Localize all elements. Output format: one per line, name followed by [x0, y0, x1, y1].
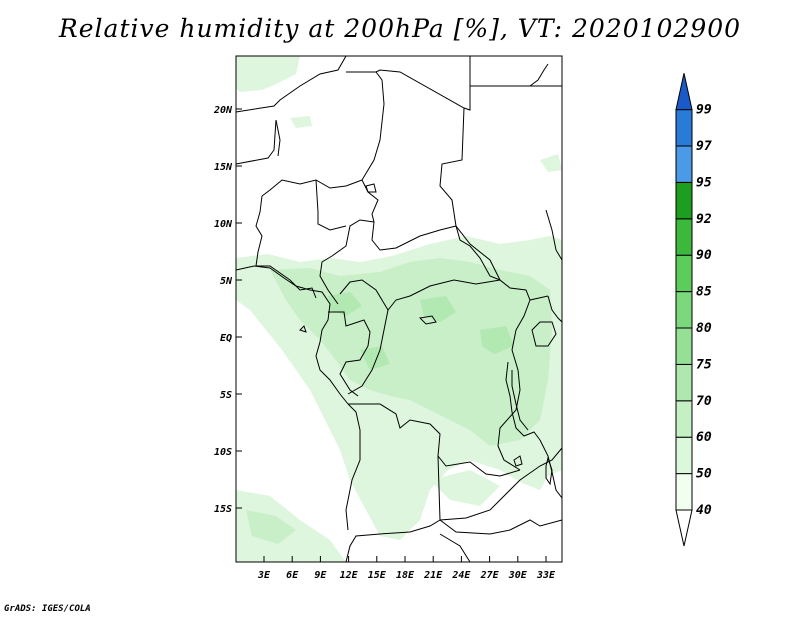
lon-label: 21E	[423, 570, 443, 581]
colorbar-label: 75	[696, 357, 712, 372]
colorbar-label: 99	[696, 103, 712, 118]
lat-label: 15N	[214, 162, 233, 173]
lon-label: 9E	[314, 570, 327, 581]
humidity-area-inner-patch-2	[420, 296, 456, 322]
colorbar-label: 97	[696, 139, 712, 154]
colorbar-segment	[675, 109, 693, 147]
colorbar-segment	[675, 254, 693, 293]
colorbar-segment	[675, 363, 693, 402]
lon-label: 18E	[396, 570, 415, 581]
map-title: Relative humidity at 200hPa [%], VT: 202…	[58, 14, 742, 43]
boundary-niger-nigeria	[235, 119, 277, 165]
boundary-car	[371, 221, 501, 281]
colorbar-label: 60	[696, 430, 712, 445]
boundary-zambia-south	[439, 519, 563, 535]
humidity-area-east-small	[540, 154, 562, 172]
colorbar-label: 40	[696, 503, 712, 518]
colorbar-label: 50	[696, 467, 712, 482]
humidity-shading	[236, 56, 562, 562]
boundary-rift-lake-1	[505, 361, 541, 441]
boundary-lake-chad	[365, 183, 377, 193]
boundary-small-lake-3	[299, 325, 307, 333]
colorbar-bottom-arrow	[675, 509, 693, 547]
lat-label: 5N	[220, 276, 233, 287]
country-boundaries	[235, 55, 563, 563]
boundary-chad-west	[261, 179, 363, 197]
boundary-libya-sudan	[439, 107, 549, 301]
grads-credit: GrADS: IGES/COLA	[4, 604, 91, 614]
humidity-area-south-west-inner	[246, 510, 296, 544]
colorbar-label: 70	[696, 394, 712, 409]
humidity-area-inner-patch-4	[360, 346, 390, 370]
boundary-lake-malawi	[545, 456, 553, 486]
boundary-angola-zambia	[345, 455, 441, 563]
map-frame	[235, 55, 563, 563]
humidity-area-south-central	[430, 470, 500, 506]
boundary-nigeria-cameroon	[275, 119, 281, 157]
lon-label: 27E	[480, 570, 500, 581]
boundary-congo-gabon	[328, 311, 371, 397]
boundary-congo-drc	[347, 309, 389, 395]
boundary-car-south	[339, 279, 501, 311]
humidity-area-inner-patch-3	[480, 326, 514, 354]
lat-label: EQ	[220, 333, 232, 344]
lon-label: 12E	[340, 570, 359, 581]
longitude-axis: 3E 6E 9E 12E 15E 18E 21E 24E 27E 30E 33E	[257, 556, 556, 581]
boundary-north-africa-2	[346, 71, 385, 223]
boundary-ethiopia-sudan	[545, 209, 563, 261]
colorbar-label: 85	[696, 285, 712, 300]
lon-label: 3E	[257, 570, 271, 581]
lon-label: 33E	[536, 570, 556, 581]
humidity-area-north-top	[236, 56, 300, 92]
colorbar-label: 92	[696, 212, 712, 227]
lon-label: 6E	[286, 570, 299, 581]
colorbar-label: 90	[696, 248, 712, 263]
boundary-namibia-botswana	[439, 533, 471, 563]
boundary-rift-lake-2	[511, 370, 529, 431]
colorbar-segment	[675, 400, 693, 438]
boundary-uganda-kenya	[547, 295, 563, 323]
lat-label: 5S	[220, 390, 232, 401]
lat-label: 10S	[214, 447, 232, 458]
colorbar-segment	[675, 327, 693, 365]
boundary-cameroon-north	[319, 219, 375, 305]
boundary-small-lake-2	[513, 455, 523, 467]
lat-label: 10N	[214, 219, 233, 230]
colorbar-segment	[675, 473, 693, 511]
boundary-small-lake-1	[418, 315, 437, 325]
colorbar-segment	[675, 181, 693, 220]
boundary-angola-north	[345, 403, 361, 531]
colorbar-segment	[675, 218, 693, 256]
boundary-drc-angola	[348, 403, 521, 477]
lat-label: 15S	[214, 504, 232, 515]
boundary-zambia-mozambique	[439, 447, 563, 521]
boundary-north-africa-1	[235, 55, 347, 113]
boundary-niger-chad	[315, 179, 347, 231]
colorbar-label: 95	[696, 175, 712, 190]
colorbar-segment	[675, 436, 693, 475]
boundary-north-africa-3	[375, 56, 471, 111]
boundary-gulf-coast	[235, 265, 349, 405]
colorbar-label: 80	[696, 321, 712, 336]
lon-label: 30E	[508, 570, 528, 581]
lat-label: 20N	[213, 105, 233, 116]
colorbar-segment	[675, 291, 693, 329]
lon-label: 15E	[368, 570, 387, 581]
latitude-axis: 20N 15N 10N 5N EQ 5S 10S 15S	[213, 105, 242, 515]
humidity-area-south-west	[236, 490, 346, 562]
colorbar-segment	[675, 145, 693, 183]
colorbar-segment	[675, 73, 693, 111]
colorbar: 40 50 60 70 75 80 85 90 92 95 97 99	[675, 73, 712, 547]
humidity-area-north-small	[290, 116, 312, 128]
humidity-area-inner-patch-1	[328, 292, 362, 316]
lon-label: 24E	[451, 570, 471, 581]
boundary-victoria-lake	[531, 321, 557, 347]
boundary-drc-east	[497, 299, 531, 471]
boundary-red-sea-coast	[529, 63, 549, 87]
